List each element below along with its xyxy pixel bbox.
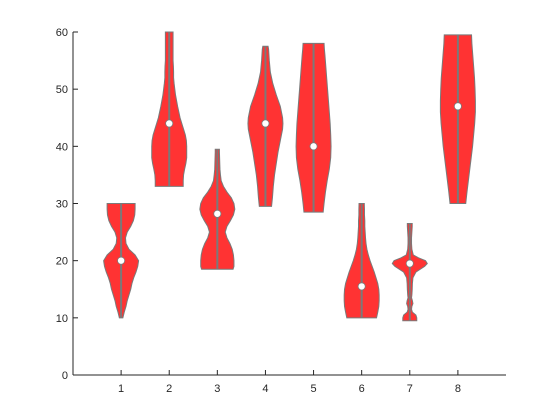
x-tick-label: 2 [166,383,172,395]
x-tick-label: 7 [407,383,413,395]
violins-group [103,31,476,322]
median-dot-4 [261,119,270,128]
x-tick-label: 6 [359,383,365,395]
median-dot-2 [165,119,174,128]
y-tick-label: 60 [56,27,68,39]
y-tick-label: 50 [56,84,68,96]
y-tick-label: 40 [56,141,68,153]
y-tick-label: 30 [56,199,68,211]
x-tick-label: 5 [310,383,316,395]
y-tick-label: 10 [56,313,68,325]
x-tick-label: 1 [118,383,124,395]
axes-group: 0 10 20 30 40 50 60 1 2 3 4 5 6 7 8 [56,27,506,395]
median-dot-6 [357,282,366,291]
y-tick-label: 20 [56,256,68,268]
median-dot-3 [213,209,222,218]
median-dot-8 [453,102,462,111]
x-tick-label: 4 [262,383,268,395]
median-dot-7 [405,259,414,268]
median-dot-1 [117,256,126,265]
x-tick-label: 8 [455,383,461,395]
x-tick-label: 3 [214,383,220,395]
median-dot-5 [309,142,318,151]
y-tick-label: 0 [62,370,68,382]
